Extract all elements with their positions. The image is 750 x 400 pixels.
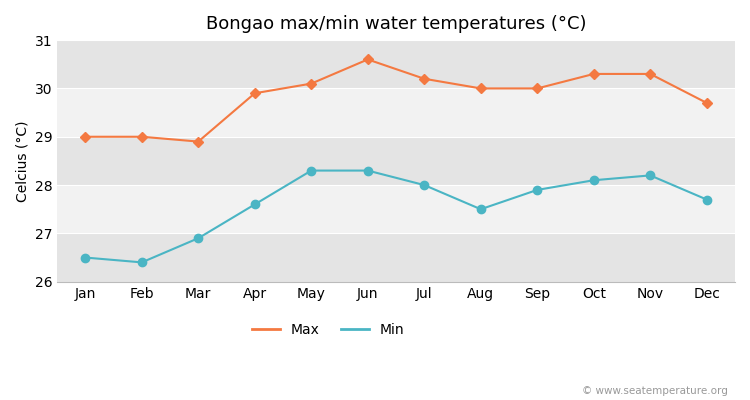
Legend: Max, Min: Max, Min — [247, 317, 410, 342]
Text: © www.seatemperature.org: © www.seatemperature.org — [582, 386, 728, 396]
Bar — [57, 233, 735, 282]
Bar — [57, 40, 735, 88]
Bar — [57, 185, 735, 233]
Bar — [57, 137, 735, 185]
Y-axis label: Celcius (°C): Celcius (°C) — [15, 120, 29, 202]
Bar — [57, 88, 735, 137]
Title: Bongao max/min water temperatures (°C): Bongao max/min water temperatures (°C) — [206, 15, 586, 33]
